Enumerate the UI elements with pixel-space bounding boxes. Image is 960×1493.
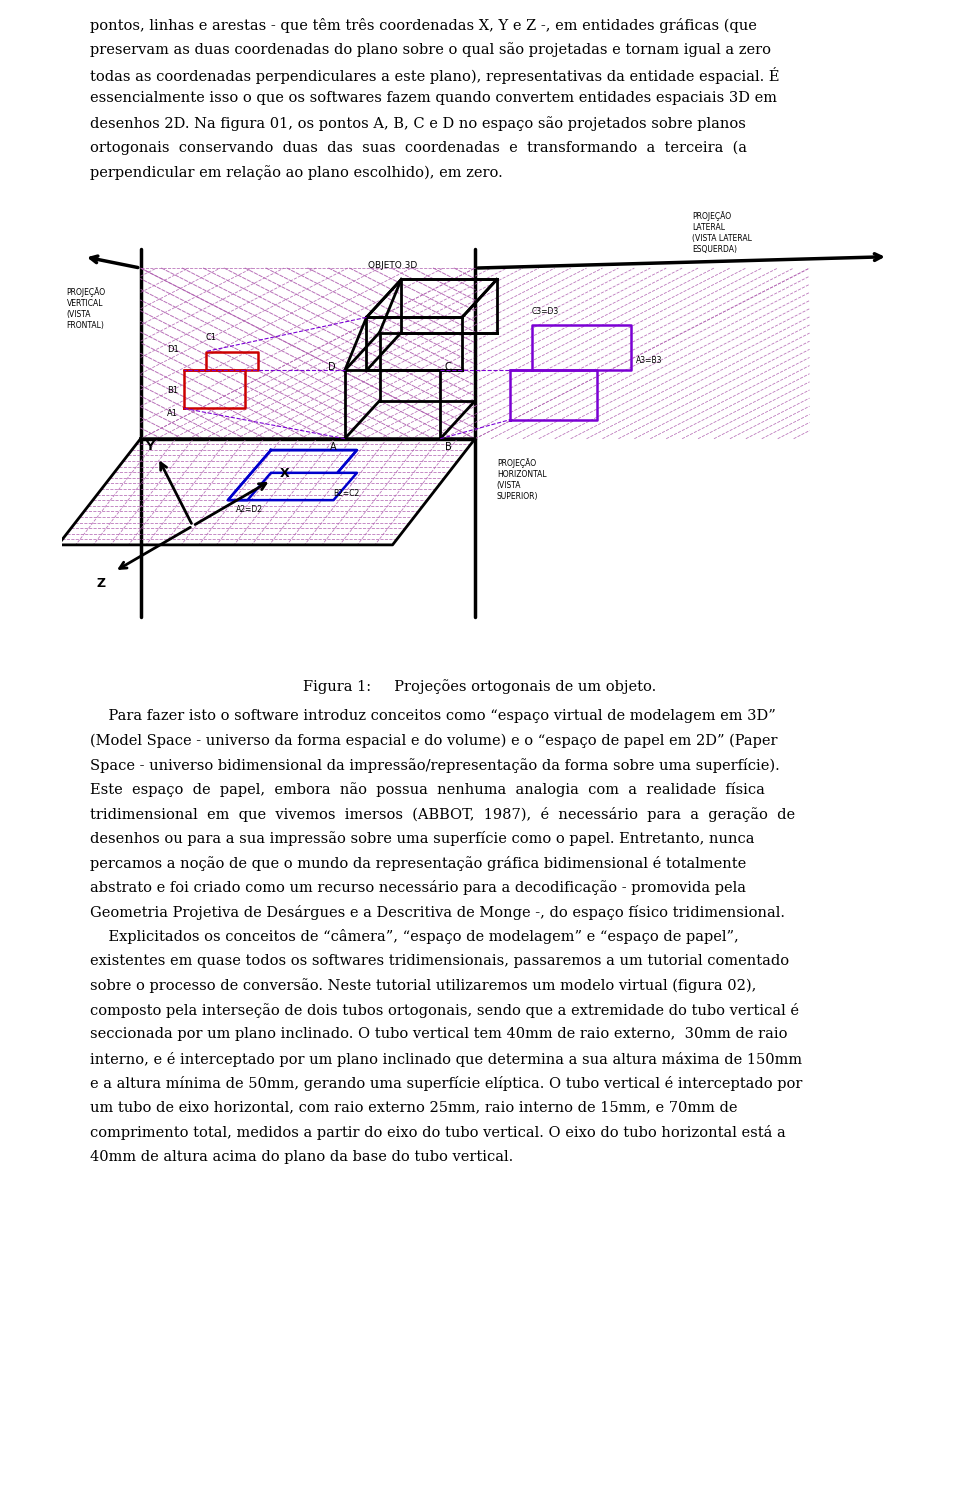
Text: existentes em quase todos os softwares tridimensionais, passaremos a um tutorial: existentes em quase todos os softwares t… [90,954,789,967]
Text: perpendicular em relação ao plano escolhido), em zero.: perpendicular em relação ao plano escolh… [90,166,503,179]
Text: essencialmente isso o que os softwares fazem quando convertem entidades espaciai: essencialmente isso o que os softwares f… [90,91,777,106]
Text: pontos, linhas e arestas - que têm três coordenadas X, Y e Z -, em entidades grá: pontos, linhas e arestas - que têm três … [90,18,756,33]
Text: C3=D3: C3=D3 [532,306,559,315]
Text: preservam as duas coordenadas do plano sobre o qual são projetadas e tornam igua: preservam as duas coordenadas do plano s… [90,42,771,57]
Text: um tubo de eixo horizontal, com raio externo 25mm, raio interno de 15mm, e 70mm : um tubo de eixo horizontal, com raio ext… [90,1100,737,1115]
Text: interno, e é interceptado por um plano inclinado que determina a sua altura máxi: interno, e é interceptado por um plano i… [90,1051,803,1066]
Text: desenhos 2D. Na figura 01, os pontos A, B, C e D no espaço são projetados sobre : desenhos 2D. Na figura 01, os pontos A, … [90,116,746,131]
Text: percamos a noção de que o mundo da representação gráfica bidimensional é totalme: percamos a noção de que o mundo da repre… [90,855,746,870]
Text: B: B [444,442,451,452]
Text: PROJEÇÃO
VERTICAL
(VISTA
FRONTAL): PROJEÇÃO VERTICAL (VISTA FRONTAL) [67,287,106,330]
Text: desenhos ou para a sua impressão sobre uma superfície como o papel. Entretanto, : desenhos ou para a sua impressão sobre u… [90,832,755,847]
Text: C1: C1 [205,333,217,342]
Text: Figura 1:     Projeções ortogonais de um objeto.: Figura 1: Projeções ortogonais de um obj… [303,679,657,694]
Text: Y: Y [145,440,154,452]
Text: A2=D2: A2=D2 [236,505,263,514]
Text: Para fazer isto o software introduz conceitos como “espaço virtual de modelagem : Para fazer isto o software introduz conc… [90,709,776,723]
Text: C: C [444,363,451,372]
Text: todas as coordenadas perpendiculares a este plano), representativas da entidade : todas as coordenadas perpendiculares a e… [90,67,780,84]
Text: sobre o processo de conversão. Neste tutorial utilizaremos um modelo virtual (fi: sobre o processo de conversão. Neste tut… [90,978,756,993]
Text: seccionada por um plano inclinado. O tubo vertical tem 40mm de raio externo,  30: seccionada por um plano inclinado. O tub… [90,1027,787,1041]
Text: A3=B3: A3=B3 [636,355,662,364]
Text: composto pela interseção de dois tubos ortogonais, sendo que a extremidade do tu: composto pela interseção de dois tubos o… [90,1003,799,1018]
Text: OBJETO 3D: OBJETO 3D [368,261,418,270]
Text: D1: D1 [167,345,179,354]
Text: PROJEÇÃO
LATERAL
(VISTA LATERAL
ESQUERDA): PROJEÇÃO LATERAL (VISTA LATERAL ESQUERDA… [692,211,752,254]
Text: PROJEÇÃO
HORIZONTAL
(VISTA
SUPERIOR): PROJEÇÃO HORIZONTAL (VISTA SUPERIOR) [497,458,546,500]
Text: tridimensional  em  que  vivemos  imersos  (ABBOT,  1987),  é  necessário  para : tridimensional em que vivemos imersos (A… [90,806,795,821]
Text: Explicitados os conceitos de “câmera”, “espaço de modelagem” e “espaço de papel”: Explicitados os conceitos de “câmera”, “… [90,929,739,944]
Text: comprimento total, medidos a partir do eixo do tubo vertical. O eixo do tubo hor: comprimento total, medidos a partir do e… [90,1126,785,1141]
Text: D: D [328,363,336,372]
Text: 40mm de altura acima do plano da base do tubo vertical.: 40mm de altura acima do plano da base do… [90,1150,514,1163]
Text: X: X [279,467,289,479]
Text: Este  espaço  de  papel,  embora  não  possua  nenhuma  analogia  com  a  realid: Este espaço de papel, embora não possua … [90,782,765,797]
Text: B1: B1 [167,387,178,396]
Text: Space - universo bidimensional da impressão/representação da forma sobre uma sup: Space - universo bidimensional da impres… [90,757,780,773]
Text: (Model Space - universo da forma espacial e do volume) e o “espaço de papel em 2: (Model Space - universo da forma espacia… [90,733,778,748]
Text: A: A [329,442,336,452]
Text: B2=C2: B2=C2 [333,488,359,497]
Text: Geometria Projetiva de Desárgues e a Descritiva de Monge -, do espaço físico tri: Geometria Projetiva de Desárgues e a Des… [90,905,785,920]
Text: Z: Z [97,576,106,590]
Text: abstrato e foi criado como um recurso necessário para a decodificação - promovid: abstrato e foi criado como um recurso ne… [90,881,746,896]
Text: ortogonais  conservando  duas  das  suas  coordenadas  e  transformando  a  terc: ortogonais conservando duas das suas coo… [90,140,747,155]
Text: A1: A1 [167,409,178,418]
Text: e a altura mínima de 50mm, gerando uma superfície elíptica. O tubo vertical é in: e a altura mínima de 50mm, gerando uma s… [90,1076,803,1091]
